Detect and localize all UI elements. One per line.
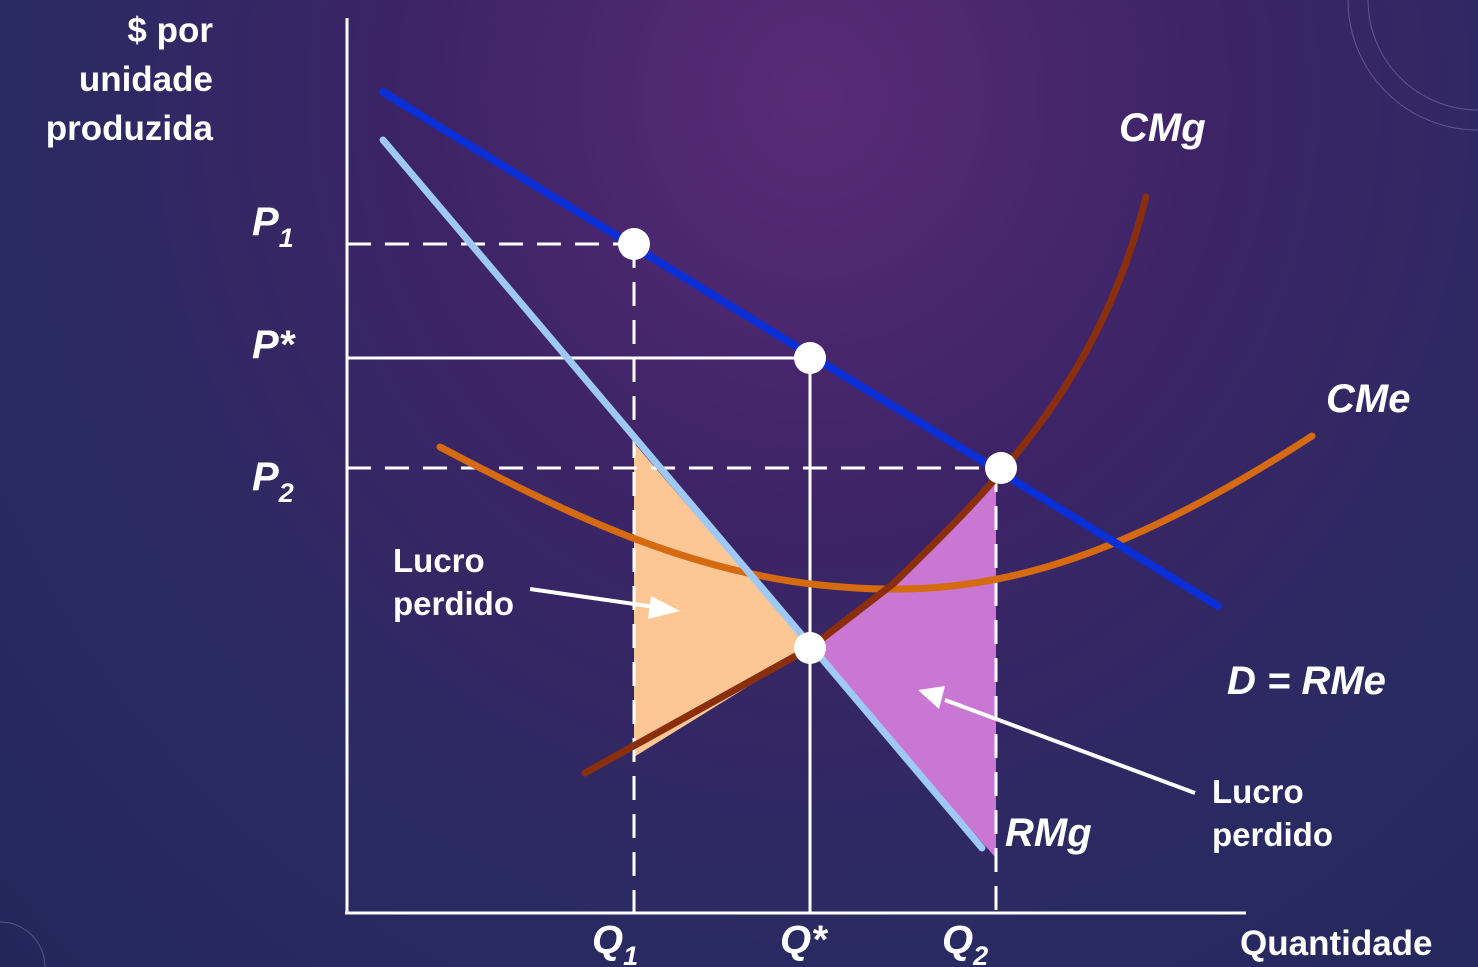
y-axis-label-line-1: $ por — [127, 11, 213, 50]
left-annotation-line-2: perdido — [393, 585, 514, 622]
left-arrowhead — [648, 596, 680, 619]
cmg-curve — [581, 193, 1150, 777]
quantity-label-q1: Q1 — [592, 918, 638, 967]
price-label-p1: P1 — [252, 200, 294, 253]
y-axis-label-line-2: unidade — [79, 60, 213, 99]
reference-lines — [347, 242, 1000, 912]
cme-label: CMe — [1326, 377, 1410, 421]
lost-profit-area-left — [634, 443, 810, 757]
point-p1-q1 — [618, 228, 650, 260]
point-p2-q2 — [985, 452, 1017, 484]
left-annotation-line-1: Lucro — [393, 542, 485, 579]
point-pstar-qstar — [794, 342, 826, 374]
points — [618, 228, 1017, 664]
cmg-label: CMg — [1119, 106, 1206, 150]
right-arrowhead — [918, 686, 945, 709]
axes — [345, 18, 1246, 915]
right-annotation-line-1: Lucro — [1212, 773, 1304, 810]
price-label-p2: P2 — [252, 455, 294, 508]
left-annotation-arrow — [529, 587, 656, 609]
rmg-label: RMg — [1005, 811, 1092, 855]
cme-curve — [436, 432, 1316, 593]
quantity-label-q2: Q2 — [942, 918, 988, 967]
lost-profit-area-right — [810, 480, 996, 858]
annotation-arrows — [529, 587, 1196, 795]
x-axis-label: Quantidade — [1240, 924, 1433, 963]
right-annotation-arrow — [944, 698, 1196, 795]
point-mr-mc — [794, 632, 826, 664]
price-label-pstar: P* — [252, 323, 297, 367]
right-annotation-line-2: perdido — [1212, 816, 1333, 853]
rmg-line — [379, 136, 986, 852]
demand-label: D = RMe — [1227, 659, 1386, 703]
quantity-label-qstar: Q* — [780, 918, 829, 962]
y-axis-label-line-3: produzida — [46, 109, 214, 148]
